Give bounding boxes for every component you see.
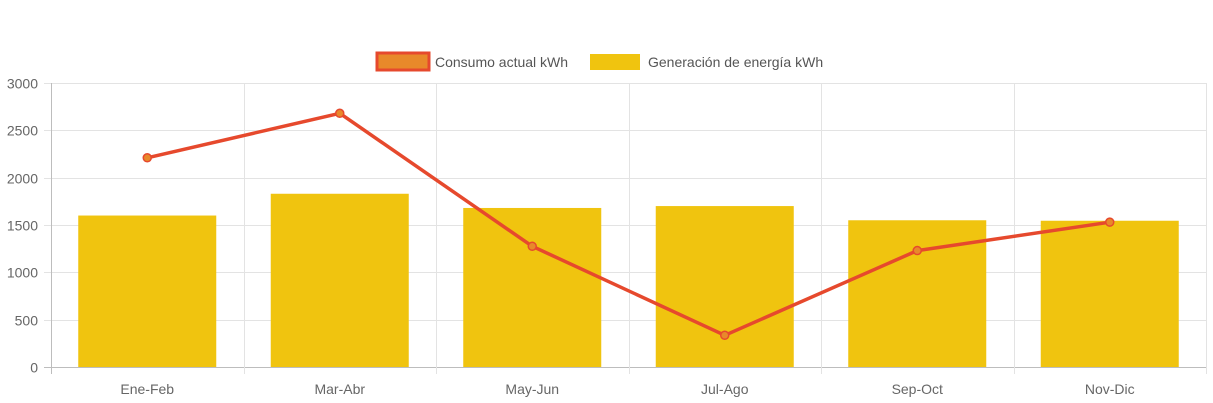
bar-series-generacion [78, 193, 1179, 367]
point-consumo-jul-ago[interactable] [720, 330, 730, 341]
line-series-consumo [142, 108, 1115, 341]
y-tick-label: 1000 [7, 265, 38, 281]
legend-label-consumo: Consumo actual kWh [435, 54, 568, 70]
point-consumo-nov-dic[interactable] [1105, 217, 1115, 227]
legend-label-generacion: Generación de energía kWh [648, 54, 823, 70]
axes: 0 500 1000 1500 2000 2500 3000 Ene-Feb Mar-Abr Ma… [7, 76, 1135, 398]
bar-generacion-may-jun[interactable] [463, 207, 602, 367]
x-tick-label: May-Jun [505, 381, 559, 397]
y-tick-label: 500 [15, 313, 39, 329]
y-tick-label: 3000 [7, 76, 38, 92]
legend-swatch-consumo [375, 51, 431, 72]
y-tick-label: 2500 [7, 123, 38, 139]
y-tick-label: 0 [30, 360, 38, 376]
grid [44, 83, 1207, 374]
legend: Consumo actual kWh Generación de energía… [375, 51, 823, 72]
x-tick-label: Sep-Oct [892, 381, 943, 397]
x-tick-label: Mar-Abr [314, 381, 365, 397]
line-consumo-path [146, 111, 1111, 338]
x-tick-label: Jul-Ago [701, 381, 749, 397]
point-consumo-may-jun[interactable] [527, 241, 537, 252]
point-consumo-ene-feb[interactable] [142, 153, 152, 163]
y-tick-label: 1500 [7, 218, 38, 234]
point-consumo-sep-oct[interactable] [912, 245, 922, 256]
x-tick-label: Ene-Feb [120, 381, 174, 397]
bar-generacion-ene-feb[interactable] [78, 215, 217, 367]
y-tick-label: 2000 [7, 171, 38, 187]
x-tick-label: Nov-Dic [1085, 381, 1135, 397]
bar-generacion-nov-dic[interactable] [1040, 220, 1179, 367]
bar-generacion-mar-abr[interactable] [270, 193, 409, 367]
legend-item-consumo[interactable]: Consumo actual kWh [375, 51, 568, 72]
bar-generacion-jul-ago[interactable] [655, 206, 794, 367]
legend-item-generacion[interactable]: Generación de energía kWh [590, 54, 823, 70]
point-consumo-mar-abr[interactable] [335, 108, 345, 119]
legend-swatch-generacion [590, 54, 640, 70]
